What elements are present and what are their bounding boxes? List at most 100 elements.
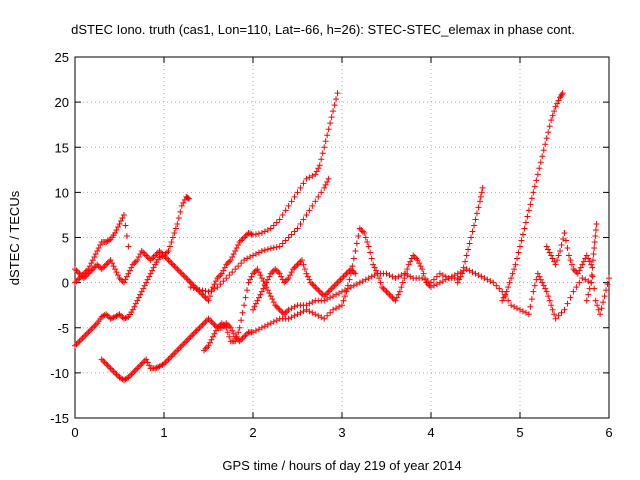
data-point xyxy=(100,264,107,271)
data-point xyxy=(349,267,356,274)
data-point xyxy=(177,208,184,215)
data-point xyxy=(333,96,340,103)
data-point xyxy=(245,279,252,286)
data-point xyxy=(331,102,338,109)
data-point xyxy=(106,363,113,370)
data-point xyxy=(282,309,289,316)
data-point xyxy=(294,311,301,318)
data-point xyxy=(270,318,277,325)
data-point xyxy=(310,282,317,289)
data-point xyxy=(527,303,534,310)
data-point xyxy=(202,345,209,352)
data-point xyxy=(313,285,320,292)
data-point xyxy=(368,255,375,262)
data-point xyxy=(206,293,213,300)
data-point xyxy=(125,270,132,277)
data-point xyxy=(327,120,334,127)
data-point xyxy=(298,257,305,264)
data-point xyxy=(244,255,251,262)
data-point xyxy=(174,266,181,273)
y-axis-label: dSTEC / TECUs xyxy=(7,190,22,285)
data-point xyxy=(514,305,521,312)
x-tick-label: 0 xyxy=(71,425,78,440)
data-point xyxy=(518,237,525,244)
data-point xyxy=(264,287,271,294)
data-point xyxy=(508,275,515,282)
data-point xyxy=(235,329,242,336)
data-point xyxy=(517,306,523,313)
data-point xyxy=(267,225,274,232)
data-point xyxy=(144,359,151,366)
data-point xyxy=(103,261,110,268)
data-point xyxy=(101,359,108,366)
data-point xyxy=(166,354,173,361)
data-point xyxy=(150,254,157,261)
data-point xyxy=(193,285,200,292)
data-point xyxy=(103,360,110,367)
data-point xyxy=(224,260,231,267)
data-point xyxy=(543,288,550,295)
data-point xyxy=(94,261,101,268)
y-tick-label: 10 xyxy=(55,185,69,200)
data-point xyxy=(264,246,271,253)
data-point xyxy=(295,260,302,267)
data-point xyxy=(116,220,123,227)
data-point xyxy=(264,226,271,233)
data-point xyxy=(549,255,556,262)
data-point xyxy=(255,269,262,276)
data-point xyxy=(604,281,611,288)
data-point xyxy=(266,290,273,297)
data-point xyxy=(141,357,148,364)
data-point xyxy=(570,266,577,273)
data-point xyxy=(128,371,135,378)
data-point xyxy=(325,126,332,133)
data-point xyxy=(592,297,599,304)
data-point xyxy=(250,252,256,259)
data-point xyxy=(239,335,246,342)
data-point xyxy=(261,228,268,235)
data-point xyxy=(126,267,133,274)
data-point xyxy=(552,261,559,268)
data-point xyxy=(270,222,277,229)
data-point xyxy=(251,303,258,310)
data-point xyxy=(77,272,84,279)
data-point xyxy=(294,189,301,196)
data-point xyxy=(383,288,390,295)
y-tick-label: -5 xyxy=(57,321,69,336)
data-point xyxy=(137,362,144,369)
data-point xyxy=(462,258,469,265)
data-point xyxy=(232,266,239,273)
data-point xyxy=(519,308,526,315)
data-point xyxy=(303,302,310,309)
data-point xyxy=(224,329,231,336)
data-point xyxy=(579,261,586,268)
data-point xyxy=(229,269,236,276)
data-point xyxy=(106,237,113,244)
series-arc-3 xyxy=(72,90,341,304)
data-point xyxy=(511,303,518,310)
data-point xyxy=(239,236,246,243)
data-point xyxy=(241,234,248,241)
data-point xyxy=(401,270,408,277)
data-point xyxy=(586,258,593,265)
data-point xyxy=(505,297,512,304)
data-point xyxy=(558,309,565,316)
data-point xyxy=(419,266,426,273)
data-point xyxy=(524,213,531,220)
y-tick-label: -15 xyxy=(50,411,69,426)
data-point xyxy=(202,288,209,295)
data-point xyxy=(361,229,368,236)
data-point xyxy=(166,258,173,265)
data-point xyxy=(229,327,236,334)
data-point xyxy=(72,279,78,286)
data-point xyxy=(163,357,170,364)
data-point xyxy=(322,138,329,145)
data-point xyxy=(177,344,184,351)
data-point xyxy=(143,252,150,259)
data-point xyxy=(171,229,178,236)
data-point xyxy=(539,279,546,286)
data-point xyxy=(215,273,222,280)
data-point xyxy=(499,297,506,304)
data-point xyxy=(205,315,212,322)
